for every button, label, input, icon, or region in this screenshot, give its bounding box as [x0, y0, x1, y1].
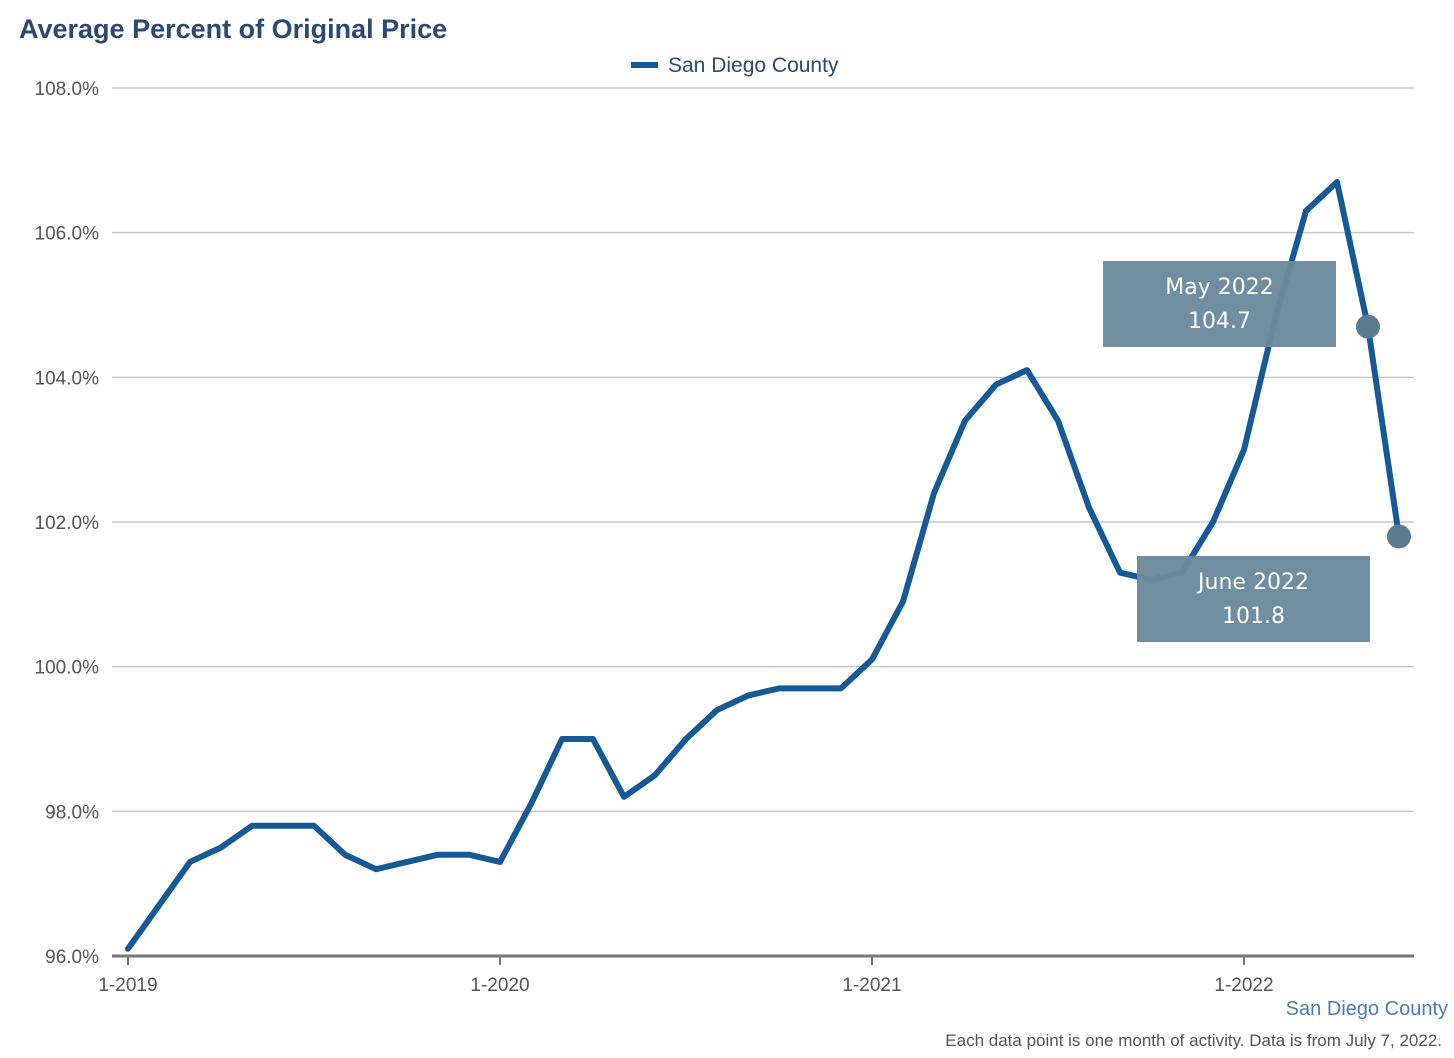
annotation-date: June 2022 — [1196, 570, 1309, 595]
y-tick-label: 96.0% — [45, 947, 99, 968]
x-tick-label: 1-2020 — [470, 975, 529, 996]
y-tick-label: 106.0% — [35, 224, 100, 245]
y-tick-label: 102.0% — [35, 513, 100, 534]
chart-title: Average Percent of Original Price — [19, 14, 448, 44]
legend: San Diego County — [631, 54, 839, 77]
y-tick-label: 104.0% — [35, 368, 100, 389]
source-label: San Diego County — [1285, 998, 1448, 1020]
legend-label: San Diego County — [668, 54, 839, 77]
annotation-marker — [1356, 314, 1380, 339]
y-tick-label: 100.0% — [35, 658, 100, 679]
axis-layer: 96.0% 98.0% 100.0% 102.0% 104.0% 106.0% 108.0%… — [35, 79, 1414, 996]
annotation-value: 104.7 — [1188, 309, 1251, 334]
annotation-value: 101.8 — [1222, 604, 1285, 629]
annotation-date: May 2022 — [1165, 275, 1273, 300]
footnote: Each data point is one month of activity… — [945, 1031, 1442, 1050]
x-tick-label: 1-2021 — [842, 975, 901, 996]
grid-layer — [112, 87, 1414, 813]
annotation-layer: May 2022 104.7 June 2022 101.8 — [1103, 261, 1411, 642]
x-tick-label: 1-2022 — [1214, 975, 1273, 996]
annotation-box — [1103, 261, 1336, 347]
y-tick-label: 98.0% — [45, 802, 99, 823]
annotation-box — [1137, 556, 1370, 642]
y-tick-label: 108.0% — [35, 79, 100, 100]
x-tick-label: 1-2019 — [98, 975, 157, 996]
annotation-marker — [1387, 524, 1411, 549]
